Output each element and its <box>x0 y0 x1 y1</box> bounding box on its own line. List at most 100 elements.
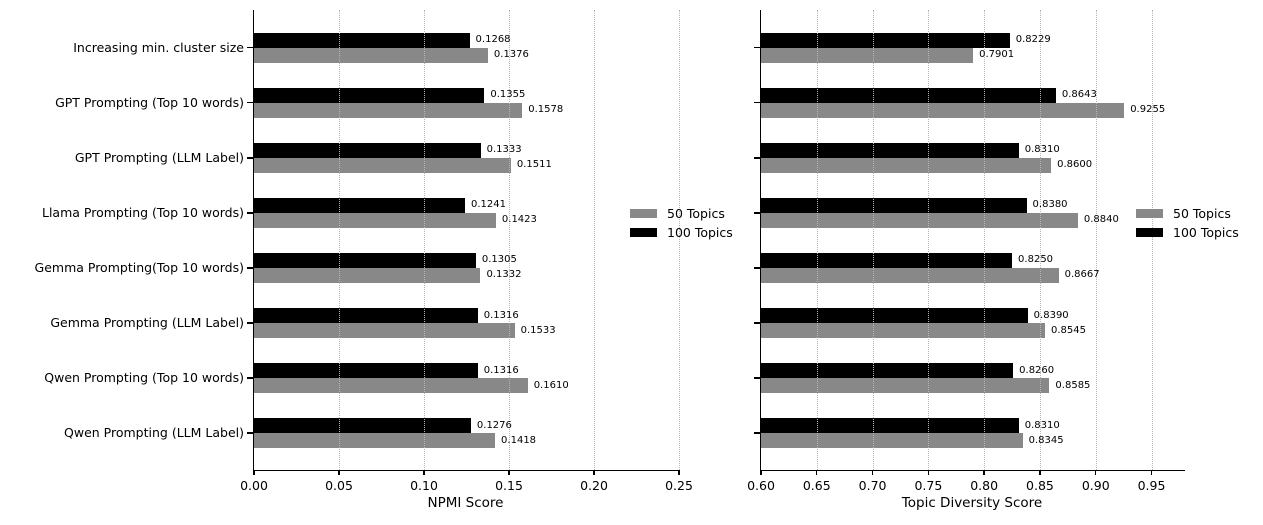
x-tick-label: 0.25 <box>665 478 693 493</box>
x-tick-label: 0.85 <box>1026 478 1054 493</box>
bar <box>254 87 485 103</box>
bar-value-label: 0.8545 <box>1050 324 1086 336</box>
x-tick-label: 0.00 <box>240 478 268 493</box>
gridline <box>928 10 930 470</box>
bar-value-label: 0.9255 <box>1130 104 1166 116</box>
y-tick-mark <box>246 47 253 49</box>
gridline <box>679 10 680 470</box>
bar <box>254 418 471 434</box>
gridline <box>424 10 425 470</box>
bar <box>254 47 488 63</box>
gridline <box>872 10 874 470</box>
legend-item-50-topics: 50 Topics <box>1136 204 1239 223</box>
bar <box>254 102 523 118</box>
bar <box>761 252 1013 268</box>
x-tick-mark <box>508 470 510 475</box>
bar-value-label: 0.8390 <box>1033 309 1069 321</box>
y-tick-mark <box>246 432 253 434</box>
bar <box>254 433 496 449</box>
bar-value-label: 0.1332 <box>486 269 522 281</box>
x-tick-label: 0.65 <box>802 478 831 493</box>
bar <box>761 378 1050 394</box>
y-tick-mark <box>753 212 760 214</box>
y-tick-mark <box>753 47 760 49</box>
x-tick-mark <box>816 470 818 475</box>
legend-npmi: 50 Topics 100 Topics <box>630 204 733 242</box>
legend-swatch-gray <box>1136 209 1163 218</box>
gridline <box>816 10 818 470</box>
legend-swatch-black <box>630 228 657 237</box>
bar-value-label: 0.8310 <box>1024 144 1060 156</box>
x-tick-label: 0.95 <box>1137 478 1166 493</box>
bar-value-label: 0.1241 <box>470 199 506 211</box>
bar <box>254 323 515 339</box>
gridline <box>509 10 510 470</box>
bar-value-label: 0.1610 <box>533 379 569 391</box>
bar-value-label: 0.8840 <box>1083 214 1119 226</box>
bar-value-label: 0.8600 <box>1057 159 1093 171</box>
y-tick-mark <box>753 432 760 434</box>
bar <box>254 212 496 228</box>
gridline <box>339 10 340 470</box>
x-tick-label: 0.75 <box>914 478 943 493</box>
legend-item-100-topics: 100 Topics <box>630 223 733 242</box>
bar-value-label: 0.8250 <box>1018 254 1054 266</box>
x-tick-label: 0.70 <box>858 478 887 493</box>
category-label: Llama Prompting (Top 10 words) <box>42 204 244 220</box>
x-tick-mark <box>593 470 595 475</box>
bar <box>254 32 470 48</box>
y-tick-mark <box>246 212 253 214</box>
gridline <box>1039 10 1041 470</box>
legend-label: 100 Topics <box>1173 224 1239 240</box>
x-tick-label: 0.90 <box>1081 478 1110 493</box>
bar <box>254 252 476 268</box>
category-label: Qwen Prompting (LLM Label) <box>64 425 244 441</box>
bar-value-label: 0.1316 <box>483 309 519 321</box>
x-axis-label-diversity: Topic Diversity Score <box>901 495 1043 511</box>
bar <box>761 32 1010 48</box>
bar-value-label: 0.8585 <box>1055 379 1091 391</box>
bar-value-label: 0.1533 <box>520 324 556 336</box>
bar <box>761 418 1019 434</box>
bar <box>254 308 478 324</box>
category-label: GPT Prompting (Top 10 words) <box>55 94 244 110</box>
bar-value-label: 0.8667 <box>1064 269 1100 281</box>
category-label: Gemma Prompting (LLM Label) <box>50 315 244 331</box>
x-tick-label: 0.80 <box>970 478 999 493</box>
y-tick-mark <box>753 102 760 104</box>
bar-value-label: 0.1268 <box>475 34 511 46</box>
x-tick-mark <box>1039 470 1041 475</box>
bar <box>761 157 1052 173</box>
legend-item-100-topics: 100 Topics <box>1136 223 1239 242</box>
category-label: GPT Prompting (LLM Label) <box>74 149 244 165</box>
x-tick-label: 0.10 <box>410 478 438 493</box>
y-tick-mark <box>246 157 253 159</box>
bar-value-label: 0.1355 <box>490 89 526 101</box>
bar <box>761 47 974 63</box>
category-label: Increasing min. cluster size <box>73 39 244 55</box>
y-tick-mark <box>246 267 253 269</box>
gridline <box>984 10 986 470</box>
x-tick-mark <box>678 470 680 475</box>
y-tick-mark <box>246 102 253 104</box>
x-tick-mark <box>423 470 425 475</box>
bar-value-label: 0.7901 <box>979 49 1015 61</box>
bar <box>254 267 481 283</box>
bar-value-label: 0.8345 <box>1028 434 1064 446</box>
bar-value-label: 0.8229 <box>1015 34 1051 46</box>
bar-value-label: 0.1423 <box>501 214 537 226</box>
bar <box>761 363 1014 379</box>
y-tick-mark <box>246 377 253 379</box>
npmi-plot-area: 0.1268 0.1376 0.1355 0.1578 0.1333 0.1511 0.12… <box>240 10 693 493</box>
x-tick-mark <box>871 470 874 475</box>
bar-value-label: 0.1333 <box>486 144 522 156</box>
x-tick-mark <box>1150 470 1153 475</box>
bar <box>254 378 528 394</box>
bar <box>761 87 1056 103</box>
bar <box>761 308 1028 324</box>
y-tick-mark <box>753 322 760 324</box>
legend-item-50-topics: 50 Topics <box>630 204 733 223</box>
bar-value-label: 0.1578 <box>528 104 564 116</box>
bar <box>254 157 511 173</box>
